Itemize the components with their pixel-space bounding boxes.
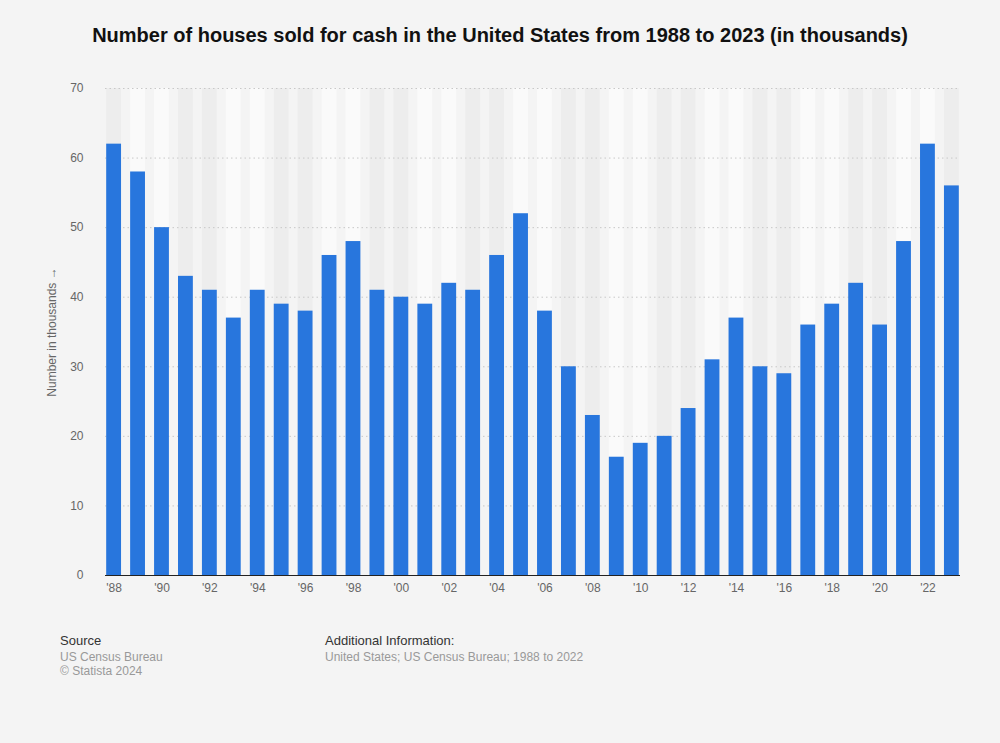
svg-text:10: 10 xyxy=(70,499,84,513)
svg-text:'90: '90 xyxy=(154,581,170,595)
svg-text:Number in thousands →: Number in thousands → xyxy=(45,267,59,396)
svg-text:'16: '16 xyxy=(777,581,793,595)
svg-text:30: 30 xyxy=(70,360,84,374)
svg-text:'94: '94 xyxy=(250,581,266,595)
svg-text:'22: '22 xyxy=(920,581,936,595)
svg-text:40: 40 xyxy=(70,290,84,304)
svg-text:'12: '12 xyxy=(681,581,697,595)
svg-text:'98: '98 xyxy=(346,581,362,595)
html-text:Additional Information:: Additional Information: xyxy=(325,633,455,648)
svg-text:'14: '14 xyxy=(729,581,745,595)
svg-text:'02: '02 xyxy=(441,581,457,595)
svg-text:'06: '06 xyxy=(537,581,553,595)
svg-text:20: 20 xyxy=(70,429,84,443)
svg-text:'92: '92 xyxy=(202,581,218,595)
svg-text:'00: '00 xyxy=(394,581,410,595)
html-text:© Statista 2024: © Statista 2024 xyxy=(60,664,143,678)
svg-text:'08: '08 xyxy=(585,581,601,595)
html-text:Source: Source xyxy=(60,633,102,648)
svg-text:'04: '04 xyxy=(489,581,505,595)
svg-text:'10: '10 xyxy=(633,581,649,595)
svg-text:'18: '18 xyxy=(824,581,840,595)
html-text:United States; US Census Burea: United States; US Census Bureau; 1988 to… xyxy=(325,650,584,664)
svg-text:0: 0 xyxy=(77,568,84,582)
html-text:Number of houses sold for cash: Number of houses sold for cash in the Un… xyxy=(92,24,908,46)
svg-text:'96: '96 xyxy=(298,581,314,595)
html-text:US Census Bureau: US Census Bureau xyxy=(60,650,163,664)
svg-text:'88: '88 xyxy=(106,581,122,595)
svg-text:70: 70 xyxy=(70,81,84,95)
svg-text:60: 60 xyxy=(70,151,84,165)
svg-text:'20: '20 xyxy=(872,581,888,595)
svg-text:50: 50 xyxy=(70,220,84,234)
